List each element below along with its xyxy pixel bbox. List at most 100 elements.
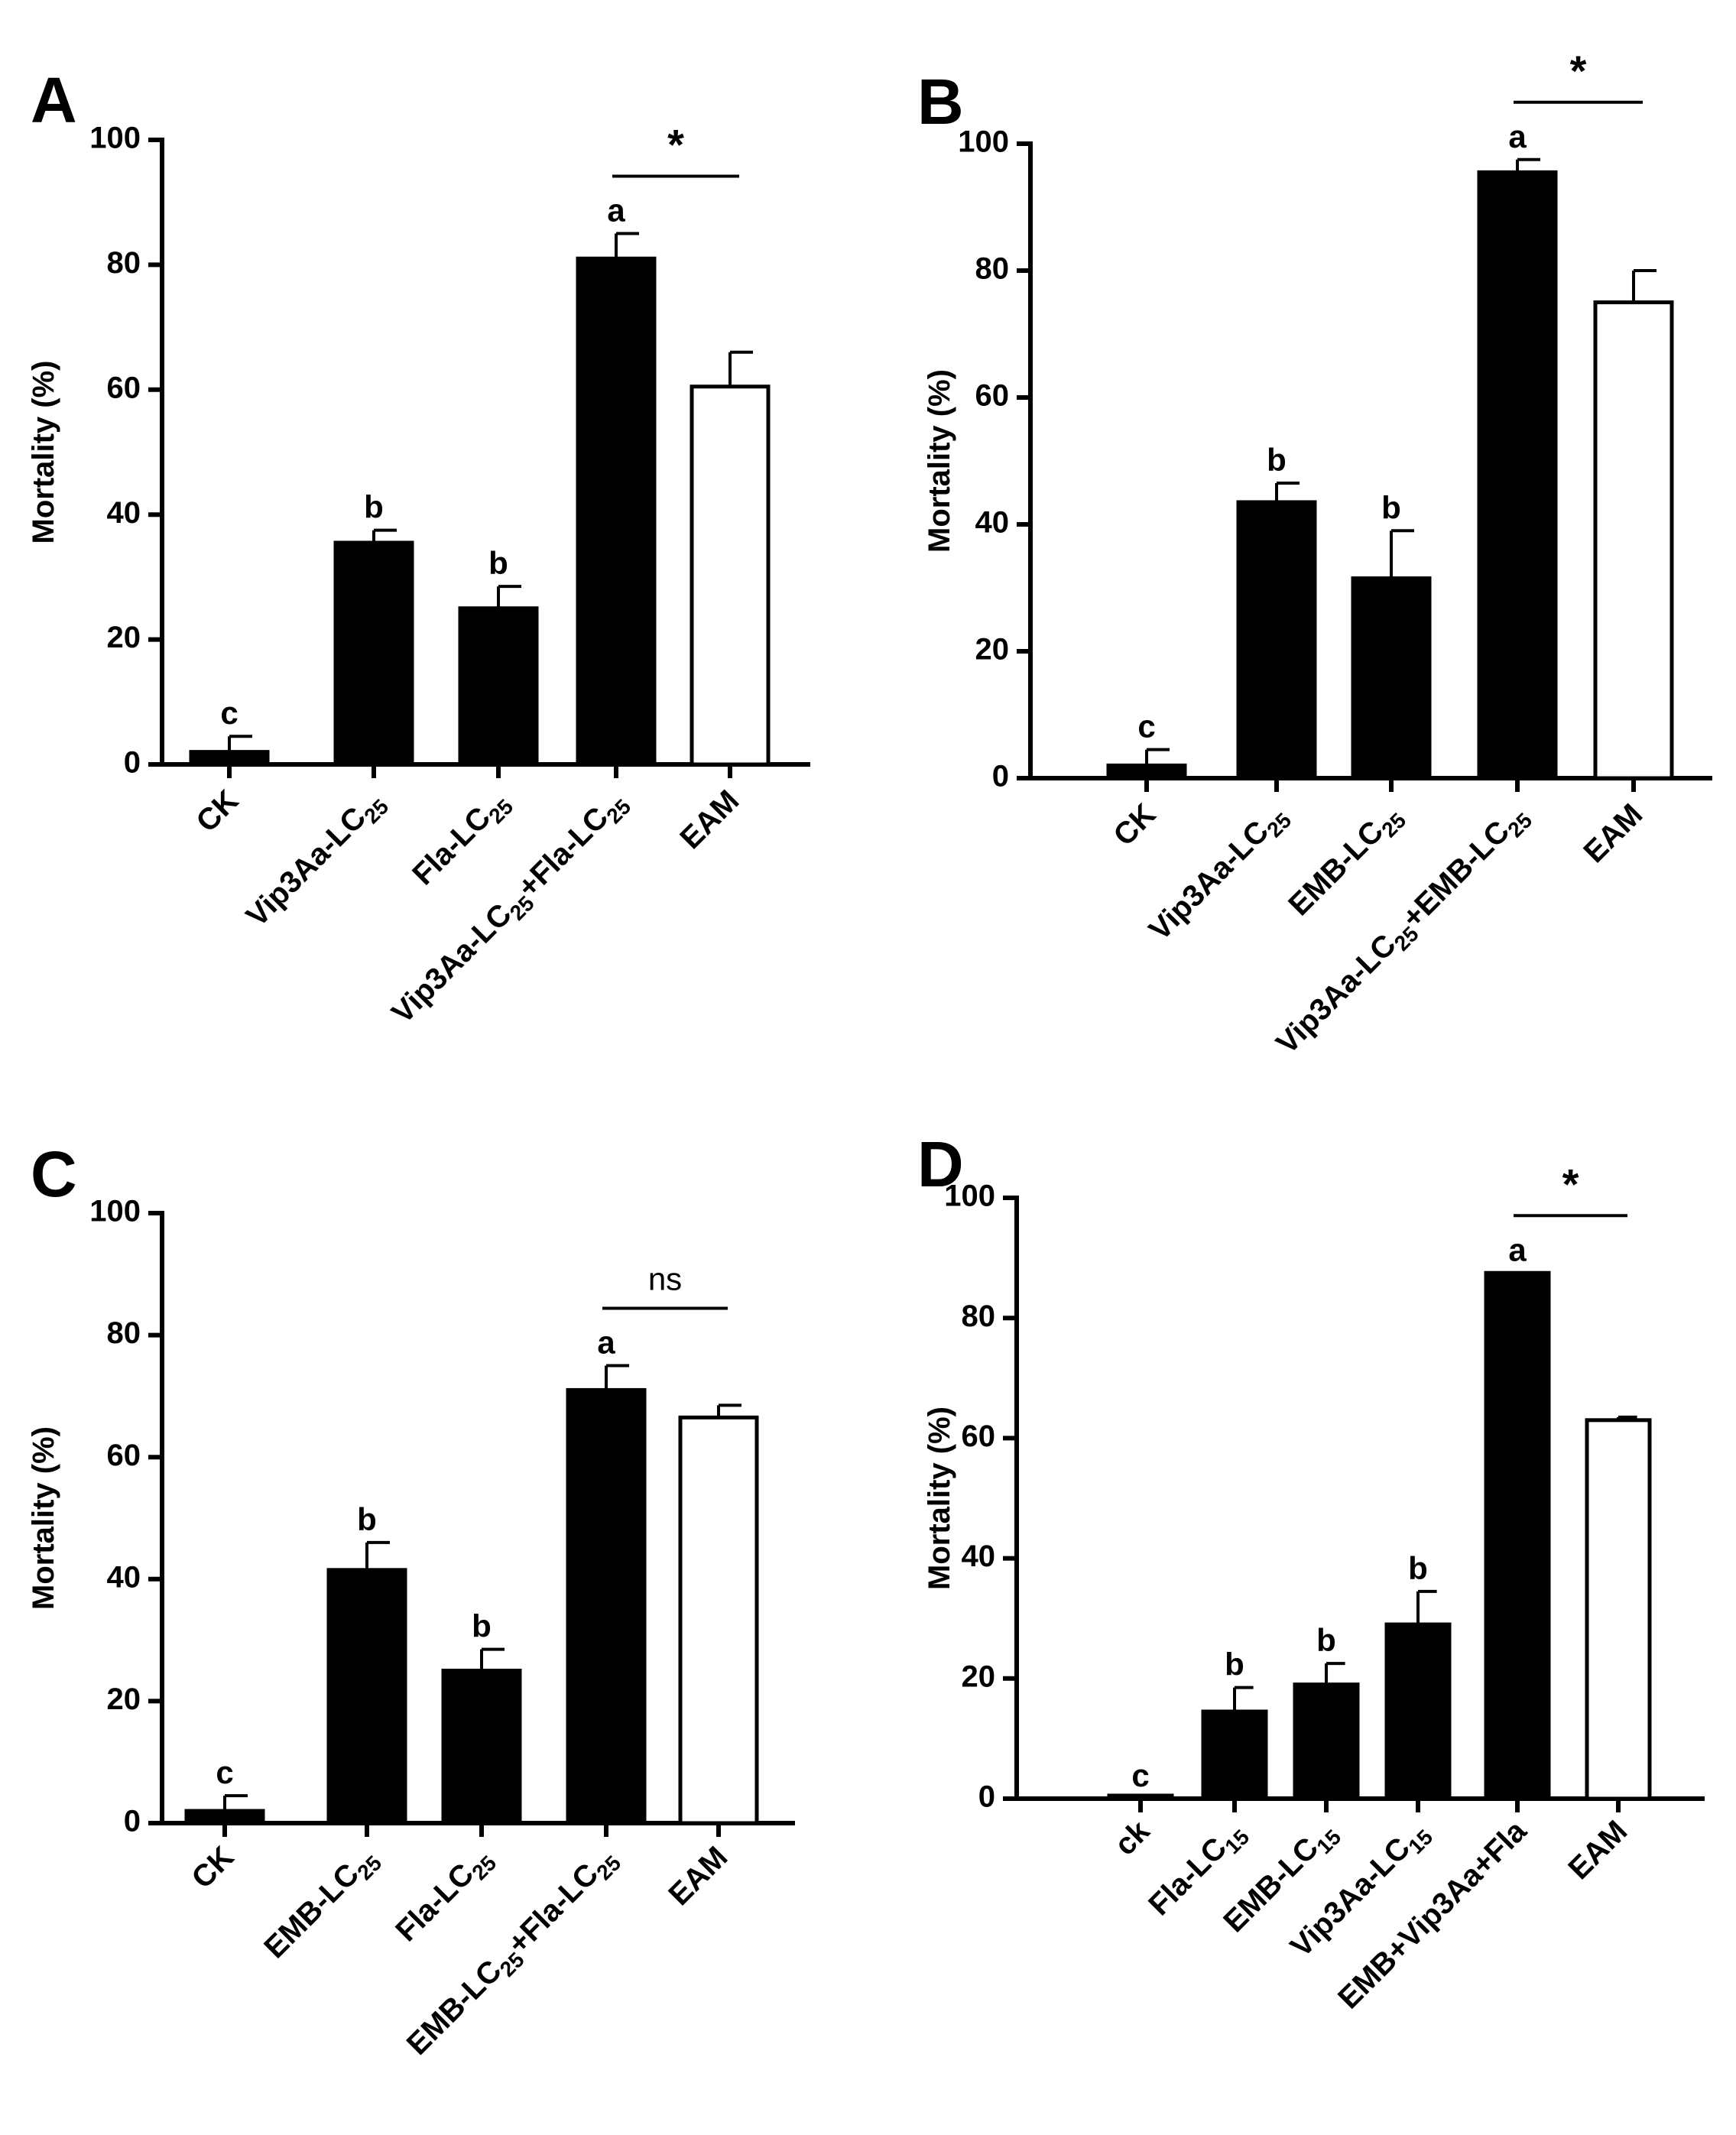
significance-letter: c [216,1754,233,1790]
category-label-text: EMB-LC [258,1857,365,1965]
significance-letter: b [1408,1550,1428,1586]
category-label-text: Vip3Aa-LC [1270,928,1403,1061]
bar [1351,576,1432,780]
category-label-text: EMB-LC [1282,814,1390,922]
comparison-label: * [667,121,684,169]
y-axis-label: Mortality (%) [27,361,60,544]
y-tick-label: 100 [89,1195,141,1228]
category-label-text: CK [1107,797,1162,852]
category-label: EAM [662,1840,734,1912]
panel-letter: C [31,1138,77,1210]
significance-letter: b [1225,1647,1244,1682]
category-label-text: ck [1108,1814,1157,1862]
bar [1293,1682,1360,1801]
y-tick-label: 60 [962,1420,996,1453]
significance-letter: a [1508,1231,1527,1267]
category-label-text: Fla-LC [1142,1831,1233,1922]
bar [184,1809,265,1825]
y-tick-label: 40 [107,1560,141,1594]
category-label: EAM [1562,1814,1634,1886]
bar [690,384,771,767]
category-label: EMB-LC25 [258,1840,386,1968]
panel-letter: B [917,66,964,138]
category-label-text: Fla-LC [406,800,497,891]
category-label: CK [190,784,245,839]
y-tick-label: 60 [107,1439,141,1472]
bar [566,1387,647,1825]
category-label: Vip3Aa-LC25+EMB-LC25 [1270,797,1536,1064]
category-label-text: Fla-LC [389,1857,480,1948]
significance-letter: c [1131,1757,1149,1793]
y-tick-label: 40 [975,506,1010,540]
significance-letter: b [488,545,508,581]
panel-c: C 0 20 40 60 80 100 Mortality (%) c CK b EMB-LC25 b F… [27,1138,795,2065]
bar [189,750,270,767]
bar [576,256,657,767]
significance-letter: b [1316,1622,1336,1658]
bar [1384,1622,1452,1801]
y-tick-label: 40 [962,1540,996,1573]
bar [333,540,414,767]
significance-letter: b [1381,489,1401,525]
significance-letter: b [1267,442,1287,478]
significance-letter: b [364,489,384,525]
bar [678,1415,759,1825]
category-label: ck [1108,1814,1157,1862]
category-label: CK [185,1840,240,1895]
category-label-text: Vip3Aa-LC [1143,814,1276,947]
y-axis-label: Mortality (%) [27,1426,60,1610]
y-tick-label: 100 [89,122,141,155]
significance-letter: a [607,193,625,229]
bar [1484,1270,1551,1801]
category-label-text: EAM [662,1840,734,1912]
significance-letter: b [357,1501,377,1537]
bar [1585,1418,1652,1801]
category-label: EAM [673,784,745,855]
y-tick-label: 100 [958,125,1009,159]
category-label: Fla-LC25 [389,1840,501,1952]
comparison-label: * [1570,47,1587,95]
category-label: Vip3Aa-LC25 [1143,797,1296,951]
category-label-text: EAM [1577,797,1649,869]
significance-letter: b [472,1608,492,1644]
category-label: Fla-LC25 [406,784,518,895]
y-tick-label: 0 [124,746,141,780]
y-tick-label: 20 [975,633,1010,667]
panel-a: A 0 20 40 60 80 100 Mortality (%) c CK b Vip3Aa-LC2… [27,64,810,1033]
significance-letter: c [220,695,238,731]
y-axis-label: Mortality (%) [923,369,956,553]
category-label: Vip3Aa-LC25 [240,784,394,937]
bar [1106,763,1187,780]
y-tick-label: 80 [975,252,1010,286]
y-tick-label: 80 [962,1299,996,1333]
y-tick-label: 80 [107,246,141,280]
category-label-text: +Fla-LC [511,800,615,904]
y-tick-label: 20 [107,621,141,654]
bar [326,1568,407,1825]
bar [1593,300,1674,780]
bar [1107,1793,1174,1801]
category-label: CK [1107,797,1162,852]
y-tick-label: 40 [107,496,141,530]
category-label-text: CK [190,784,245,839]
comparison-label: ns [648,1261,682,1297]
panel-letter: D [917,1128,964,1200]
significance-letter: a [597,1325,615,1361]
category-label: Vip3Aa-LC25+Fla-LC25 [385,784,635,1033]
bar [1201,1709,1268,1801]
y-tick-label: 100 [944,1179,995,1213]
y-tick-label: 0 [992,760,1009,793]
y-tick-label: 60 [975,379,1010,413]
y-tick-label: 20 [962,1660,996,1693]
panel-letter: A [31,64,77,136]
category-label: EMB-LC25+Fla-LC25 [401,1840,626,2065]
significance-letter: c [1137,709,1155,745]
panel-b: B 0 20 40 60 80 100 Mortality (%) c CK b Vip3Aa-LC2… [917,47,1712,1064]
category-label-text: EMB-LC [401,1954,508,2062]
y-tick-label: 20 [107,1682,141,1716]
bar [1477,170,1558,780]
category-label-text: Vip3Aa-LC [385,897,518,1030]
category-label-text: Vip3Aa-LC [240,800,373,933]
